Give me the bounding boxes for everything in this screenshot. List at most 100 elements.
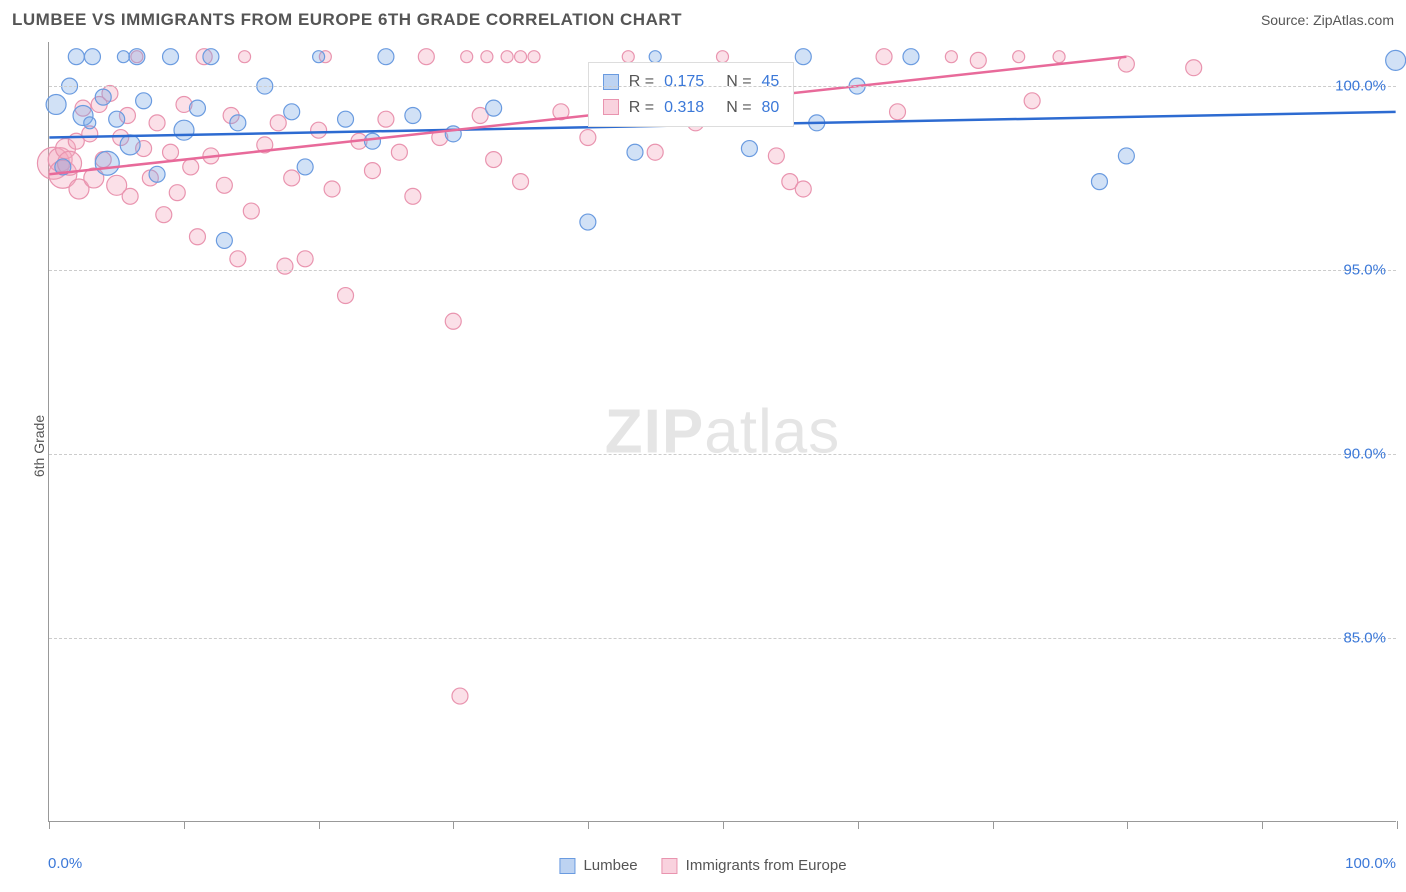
- data-point: [84, 117, 96, 129]
- data-point: [580, 130, 596, 146]
- x-tick: [49, 821, 50, 829]
- data-point: [945, 51, 957, 63]
- data-point: [122, 188, 138, 204]
- data-point: [174, 120, 194, 140]
- data-point: [391, 144, 407, 160]
- data-point: [768, 148, 784, 164]
- gridline: [49, 270, 1396, 271]
- legend-label: Immigrants from Europe: [686, 857, 847, 874]
- y-tick-label: 100.0%: [1335, 78, 1386, 95]
- data-point: [230, 115, 246, 131]
- series-legend: Lumbee Immigrants from Europe: [559, 857, 846, 874]
- x-tick: [1262, 821, 1263, 829]
- data-point: [243, 203, 259, 219]
- x-axis-min-label: 0.0%: [48, 855, 82, 872]
- data-point: [1386, 50, 1406, 70]
- data-point: [120, 135, 140, 155]
- legend-swatch: [603, 74, 619, 90]
- gridline: [49, 638, 1396, 639]
- data-point: [1053, 51, 1065, 63]
- data-point: [364, 133, 380, 149]
- data-point: [627, 144, 643, 160]
- data-point: [163, 144, 179, 160]
- chart-title: LUMBEE VS IMMIGRANTS FROM EUROPE 6TH GRA…: [12, 10, 682, 30]
- data-point: [795, 49, 811, 65]
- data-point: [452, 688, 468, 704]
- data-point: [117, 51, 129, 63]
- x-tick: [858, 821, 859, 829]
- data-point: [461, 51, 473, 63]
- data-point: [313, 51, 325, 63]
- data-point: [284, 170, 300, 186]
- correlation-legend: R =0.175N =45R =0.318N =80: [588, 62, 795, 127]
- data-point: [129, 49, 145, 65]
- data-point: [405, 108, 421, 124]
- data-point: [364, 163, 380, 179]
- data-point: [136, 93, 152, 109]
- chart-plot-area: ZIPatlas R =0.175N =45R =0.318N =80 85.0…: [48, 42, 1396, 822]
- data-point: [876, 49, 892, 65]
- data-point: [890, 104, 906, 120]
- data-point: [528, 51, 540, 63]
- data-point: [622, 51, 634, 63]
- data-point: [216, 177, 232, 193]
- data-point: [445, 313, 461, 329]
- data-point: [513, 174, 529, 190]
- data-point: [230, 251, 246, 267]
- data-point: [1024, 93, 1040, 109]
- x-tick: [184, 821, 185, 829]
- data-point: [95, 89, 111, 105]
- data-point: [338, 288, 354, 304]
- data-point: [717, 51, 729, 63]
- x-tick: [993, 821, 994, 829]
- data-point: [405, 188, 421, 204]
- data-point: [486, 152, 502, 168]
- data-point: [297, 251, 313, 267]
- y-tick-label: 95.0%: [1343, 262, 1386, 279]
- y-tick-label: 85.0%: [1343, 630, 1386, 647]
- gridline: [49, 86, 1396, 87]
- data-point: [277, 258, 293, 274]
- data-point: [84, 49, 100, 65]
- data-point: [216, 232, 232, 248]
- x-tick: [319, 821, 320, 829]
- data-point: [1013, 51, 1025, 63]
- data-point: [378, 49, 394, 65]
- legend-swatch: [662, 858, 678, 874]
- data-point: [270, 115, 286, 131]
- data-point: [741, 141, 757, 157]
- data-point: [189, 100, 205, 116]
- x-tick: [723, 821, 724, 829]
- legend-item-lumbee: Lumbee: [559, 857, 637, 874]
- data-point: [297, 159, 313, 175]
- data-point: [445, 126, 461, 142]
- data-point: [378, 111, 394, 127]
- data-point: [189, 229, 205, 245]
- data-point: [68, 49, 84, 65]
- y-tick-label: 90.0%: [1343, 446, 1386, 463]
- x-tick: [453, 821, 454, 829]
- x-axis-max-label: 100.0%: [1345, 855, 1396, 872]
- data-point: [795, 181, 811, 197]
- legend-swatch: [603, 99, 619, 115]
- data-point: [481, 51, 493, 63]
- data-point: [239, 51, 251, 63]
- data-point: [109, 111, 125, 127]
- legend-label: Lumbee: [583, 857, 637, 874]
- x-tick: [1127, 821, 1128, 829]
- data-point: [647, 144, 663, 160]
- data-point: [203, 49, 219, 65]
- data-point: [1118, 148, 1134, 164]
- data-point: [324, 181, 340, 197]
- data-point: [169, 185, 185, 201]
- x-tick: [1397, 821, 1398, 829]
- chart-header: LUMBEE VS IMMIGRANTS FROM EUROPE 6TH GRA…: [12, 10, 1394, 30]
- data-point: [970, 52, 986, 68]
- gridline: [49, 454, 1396, 455]
- data-point: [1091, 174, 1107, 190]
- data-point: [418, 49, 434, 65]
- data-point: [515, 51, 527, 63]
- data-point: [163, 49, 179, 65]
- data-point: [149, 166, 165, 182]
- legend-swatch: [559, 858, 575, 874]
